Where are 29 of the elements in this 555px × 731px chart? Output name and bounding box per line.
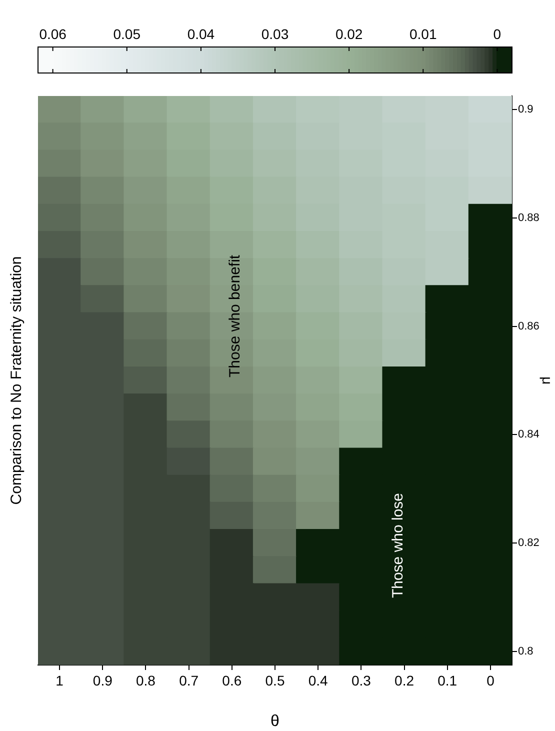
y-tick-label: 0.8 <box>518 645 534 658</box>
x-tick-label: 0.8 <box>136 672 156 688</box>
x-tick-label: 0.6 <box>222 672 242 688</box>
y-tick-label: 0.88 <box>518 212 540 224</box>
x-tick-label: 0.3 <box>351 672 372 688</box>
color-bar-label: 0 <box>493 26 502 42</box>
x-tick-label: 1 <box>56 672 64 688</box>
color-bar-label: 0.05 <box>113 26 141 42</box>
y-tick-label: 0.82 <box>518 537 540 550</box>
color-bar-label: 0.02 <box>335 26 363 42</box>
x-tick-label: 0.2 <box>394 672 414 688</box>
annotation: Those who benefit <box>226 254 244 378</box>
x-axis-title: θ <box>270 712 280 730</box>
color-bar-label: 0.04 <box>187 26 215 42</box>
x-tick-label: 0.4 <box>308 672 328 688</box>
y-axis-title: μ <box>540 376 555 385</box>
color-bar-label: 0.03 <box>261 26 289 42</box>
x-tick-label: 0.9 <box>92 672 113 688</box>
x-tick-label: 0 <box>486 672 495 688</box>
x-tick-label: 0.5 <box>265 672 285 688</box>
x-tick-label: 0.1 <box>438 672 458 688</box>
x-tick-label: 0.7 <box>179 672 199 688</box>
y-tick-label: 0.84 <box>518 428 540 441</box>
color-bar-label: 0.01 <box>410 26 437 42</box>
text: Comparison to No Fraternity situation <box>8 256 26 505</box>
annotation: Those who lose <box>389 492 406 598</box>
color-bar-label: 0.06 <box>39 26 67 42</box>
y-tick-label: 0.9 <box>518 104 534 116</box>
y-tick-label: 0.86 <box>518 320 540 332</box>
